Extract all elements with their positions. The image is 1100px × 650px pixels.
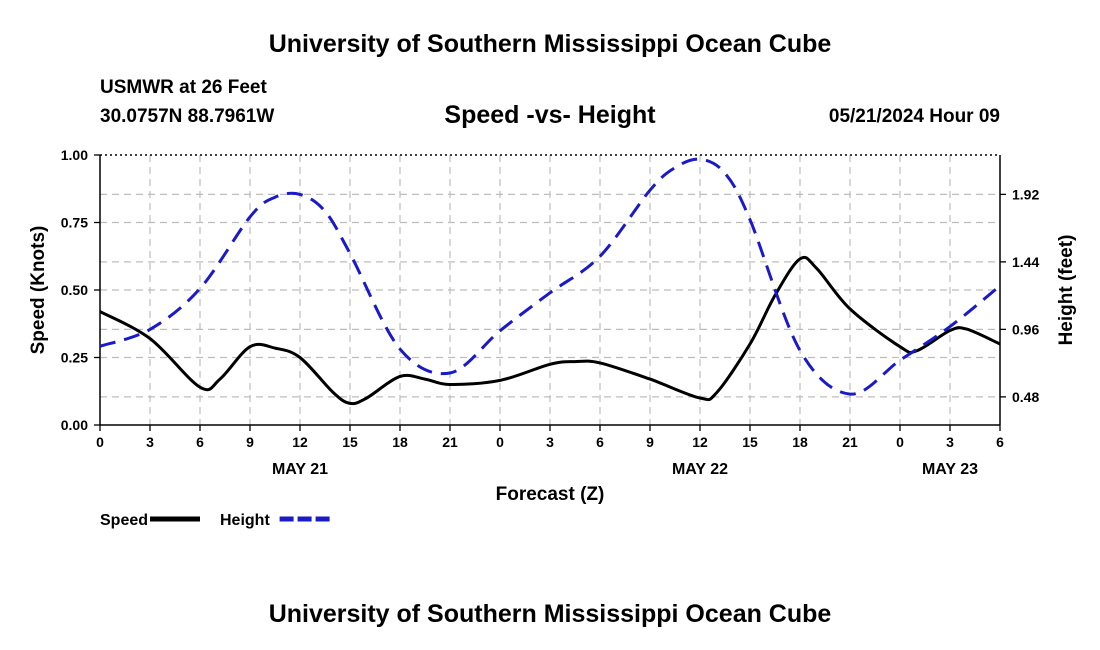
x-tick-label: 21 bbox=[842, 434, 858, 450]
y-left-axis-title: Speed (Knots) bbox=[28, 226, 49, 355]
x-tick-label: 0 bbox=[496, 434, 504, 450]
date-label: MAY 21 bbox=[272, 461, 328, 478]
x-tick-label: 12 bbox=[692, 434, 708, 450]
date-label: MAY 23 bbox=[922, 461, 978, 478]
main-title: University of Southern Mississippi Ocean… bbox=[268, 30, 832, 58]
legend-label-height: Height bbox=[220, 512, 270, 529]
x-tick-label: 3 bbox=[946, 434, 954, 450]
x-tick-label: 21 bbox=[442, 434, 458, 450]
y-right-tick-label: 1.44 bbox=[1012, 254, 1039, 270]
x-tick-label: 18 bbox=[392, 434, 408, 450]
y-right-axis-title: Height (feet) bbox=[1056, 235, 1077, 346]
y-right-tick-label: 1.92 bbox=[1012, 186, 1039, 202]
y-left-tick-label: 0.75 bbox=[61, 215, 88, 231]
legend-label-speed: Speed bbox=[100, 512, 148, 529]
footer-title: University of Southern Mississippi Ocean… bbox=[268, 600, 832, 628]
station-label: USMWR at 26 Feet bbox=[100, 77, 267, 98]
x-tick-label: 6 bbox=[196, 434, 204, 450]
x-tick-label: 12 bbox=[292, 434, 308, 450]
chart-subtitle: Speed -vs- Height bbox=[444, 101, 656, 129]
x-tick-label: 6 bbox=[596, 434, 604, 450]
x-tick-label: 3 bbox=[546, 434, 554, 450]
forecast-datetime: 05/21/2024 Hour 09 bbox=[828, 106, 1000, 127]
y-left-tick-label: 0.00 bbox=[61, 417, 88, 433]
x-tick-label: 0 bbox=[96, 434, 104, 450]
x-tick-label: 6 bbox=[996, 434, 1004, 450]
series-line-speed bbox=[99, 255, 1001, 406]
x-tick-label: 0 bbox=[896, 434, 904, 450]
x-tick-label: 9 bbox=[646, 434, 654, 450]
y-right-tick-label: 0.96 bbox=[1012, 321, 1039, 337]
x-tick-label: 15 bbox=[742, 434, 758, 450]
y-right-tick-label: 0.48 bbox=[1012, 389, 1039, 405]
x-tick-label: 15 bbox=[342, 434, 358, 450]
x-tick-label: 3 bbox=[146, 434, 154, 450]
series-line-height bbox=[99, 157, 1001, 396]
y-left-tick-label: 0.25 bbox=[61, 350, 88, 366]
x-tick-label: 18 bbox=[792, 434, 808, 450]
coordinates-label: 30.0757N 88.7961W bbox=[100, 106, 275, 127]
y-left-tick-label: 1.00 bbox=[61, 147, 88, 163]
x-tick-label: 9 bbox=[246, 434, 254, 450]
x-axis-title: Forecast (Z) bbox=[496, 484, 605, 505]
y-left-tick-label: 0.50 bbox=[61, 282, 88, 298]
date-label: MAY 22 bbox=[672, 461, 728, 478]
